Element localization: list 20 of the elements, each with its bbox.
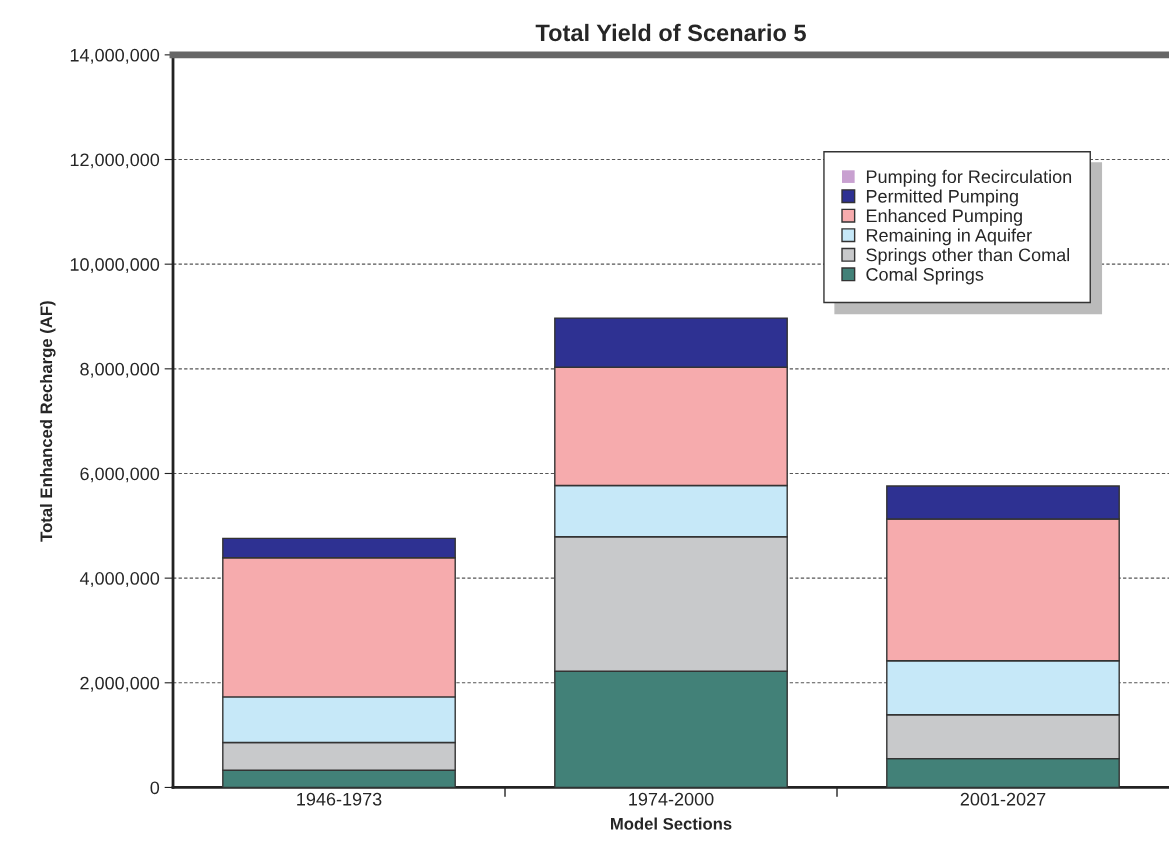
x-axis-title: Model Sections — [611, 817, 732, 830]
legend-label: Springs other than Comal — [866, 248, 1070, 265]
y-tick-label: 8,000,000 — [80, 362, 160, 378]
legend-label: Remaining in Aquifer — [866, 228, 1032, 246]
legend-label: Comal Springs — [866, 267, 984, 285]
y-tick-label: 4,000,000 — [79, 572, 160, 587]
legend-label: Pumping for Recirculation — [866, 169, 1072, 187]
chart-title: Total Yield of Scenario 5 — [535, 23, 806, 42]
x-tick-label: 1946-1973 — [297, 792, 382, 806]
y-tick-label: 10,000,000 — [70, 258, 160, 274]
y-tick-label: 12,000,000 — [70, 153, 160, 169]
y-tick-label: 0 — [150, 781, 160, 795]
y-tick-label: 2,000,000 — [80, 676, 160, 692]
legend-label: Permitted Pumping — [866, 189, 1018, 207]
y-axis-title: Total Enhanced Recharge (AF) — [39, 301, 56, 542]
x-tick-label: 2001-2027 — [960, 792, 1046, 806]
legend-label: Enhanced Pumping — [866, 208, 1022, 226]
y-tick-label: 6,000,000 — [80, 467, 160, 483]
x-tick-label: 1974-2000 — [629, 792, 714, 806]
y-tick-label: 14,000,000 — [70, 48, 160, 64]
